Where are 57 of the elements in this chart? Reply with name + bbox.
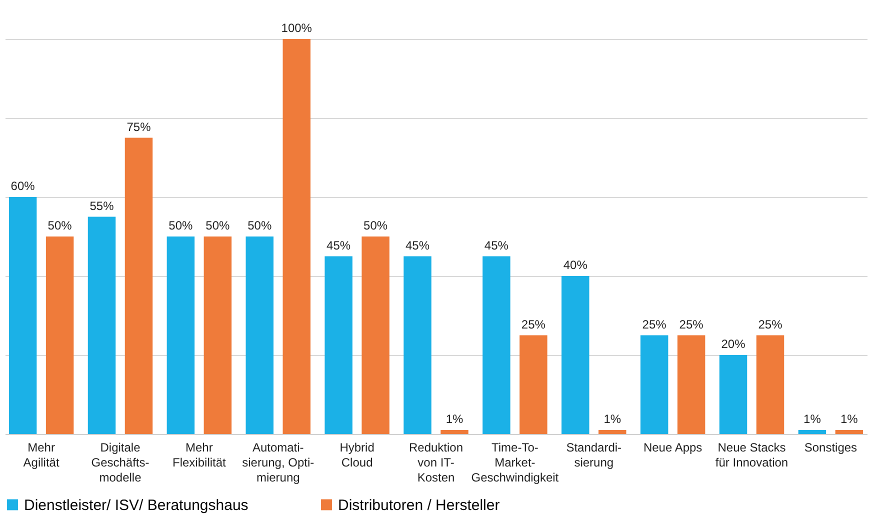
data-label: 75% [126,120,152,134]
x-tick-label: Automati- sierung, Opti- mierung [242,440,314,484]
bar [520,335,548,434]
x-tick-label: Standardi- sierung [566,440,622,470]
bar [404,256,432,434]
data-label: 50% [248,218,272,232]
x-tick-label: Neue Stacks für Innovation [715,440,788,470]
bar [8,197,37,434]
data-label: 45% [484,238,509,252]
bar [246,236,274,434]
data-label: 25% [642,317,667,332]
bar [124,138,153,434]
data-label: 1% [446,412,464,426]
legend-label: Dienstleister/ ISV/ Beratungshaus [24,496,248,514]
bar [719,355,748,434]
x-tick-label: Reduktion von IT- Kosten [408,440,464,484]
x-tick-label: Time-To- Market- Geschwindigkeit [471,440,560,484]
bar [166,236,195,434]
data-label: 1% [840,412,858,426]
bar [46,236,74,434]
data-label: 20% [721,337,746,351]
legend-label: Distributoren / Hersteller [338,496,500,514]
data-label: 25% [679,317,704,332]
data-label: 50% [364,218,388,232]
x-tick-label: Mehr Flexibilität [172,440,227,470]
bar [598,430,626,434]
data-label: 55% [90,198,114,213]
data-label: 25% [758,317,783,332]
bar [88,216,116,434]
bar [282,39,310,434]
data-label: 1% [804,412,822,426]
bar [756,335,784,434]
bar [562,276,590,434]
x-tick-label: Digitale Geschäfts- modelle [91,440,150,484]
bar [482,256,510,434]
data-label: 100% [281,21,312,35]
bar [835,430,864,434]
data-label: 50% [48,218,72,232]
bar [640,335,668,434]
data-label: 50% [168,218,194,232]
bar [204,236,232,434]
bar [362,236,390,434]
data-label: 60% [10,179,36,193]
data-label: 25% [521,317,546,332]
data-label: 40% [563,258,588,272]
x-tick-label: Sonstiges [804,440,858,454]
data-label: 45% [405,238,430,252]
bar [324,256,352,434]
bar [440,430,468,434]
data-label: 1% [604,412,622,426]
bar [798,430,826,434]
x-tick-label: Hybrid Cloud [340,440,374,470]
x-tick-label: Mehr Agilität [23,440,60,470]
bar [677,335,706,434]
x-tick-label: Neue Apps [643,440,702,454]
data-label: 45% [326,238,351,252]
data-label: 50% [206,218,230,232]
